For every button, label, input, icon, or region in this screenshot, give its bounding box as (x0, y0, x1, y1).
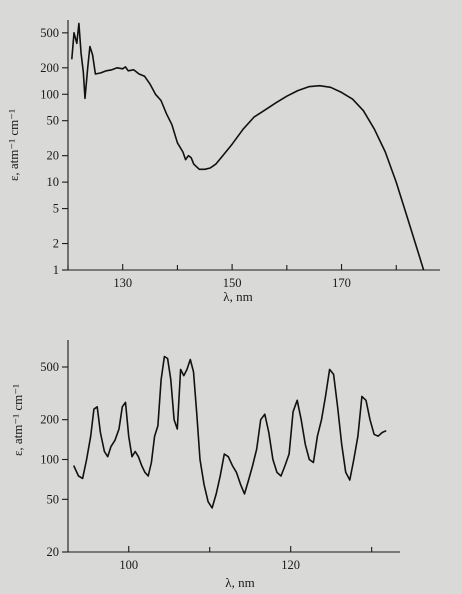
chart-bottom-absorption: 20 50 100 200 500 100 120 λ, nm ε, atm⁻¹ cm⁻¹ (10, 340, 400, 590)
absorption-curve (72, 355, 387, 509)
y-tick-label: 20 (47, 545, 60, 559)
y-tick-label: 100 (40, 87, 59, 101)
y-tick-label: 10 (47, 175, 60, 189)
x-ticks: 100 120 (119, 546, 373, 572)
y-tick-label: 2 (53, 237, 59, 251)
y-tick-label: 200 (40, 413, 59, 427)
x-tick-label: 170 (332, 276, 351, 290)
y-tick-label: 200 (40, 61, 59, 75)
x-tick-label: 150 (223, 276, 242, 290)
absorption-curve (71, 22, 425, 271)
y-ticks: 1 2 5 10 20 50 100 200 500 (40, 26, 68, 277)
y-tick-label: 1 (53, 263, 59, 277)
x-axis-label: λ, nm (223, 289, 252, 304)
x-tick-label: 120 (281, 558, 300, 572)
y-tick-label: 20 (47, 149, 60, 163)
x-tick-label: 130 (113, 276, 132, 290)
y-tick-label: 100 (40, 453, 59, 467)
y-tick-label: 500 (40, 360, 59, 374)
x-tick-label: 100 (119, 558, 138, 572)
y-tick-label: 5 (53, 202, 59, 216)
y-tick-label: 50 (47, 492, 60, 506)
y-tick-label: 500 (40, 26, 59, 40)
x-ticks: 130 150 170 (67, 264, 397, 290)
y-axis-label: ε, atm⁻¹ cm⁻¹ (10, 384, 25, 456)
y-ticks: 20 50 100 200 500 (40, 360, 68, 559)
chart-top-absorption: 1 2 5 10 20 50 100 200 500 130 150 170 λ, nm ε, at… (6, 20, 440, 304)
y-axis-label: ε, atm⁻¹ cm⁻¹ (6, 109, 21, 181)
x-axis-label: λ, nm (225, 575, 254, 590)
y-tick-label: 50 (47, 114, 60, 128)
